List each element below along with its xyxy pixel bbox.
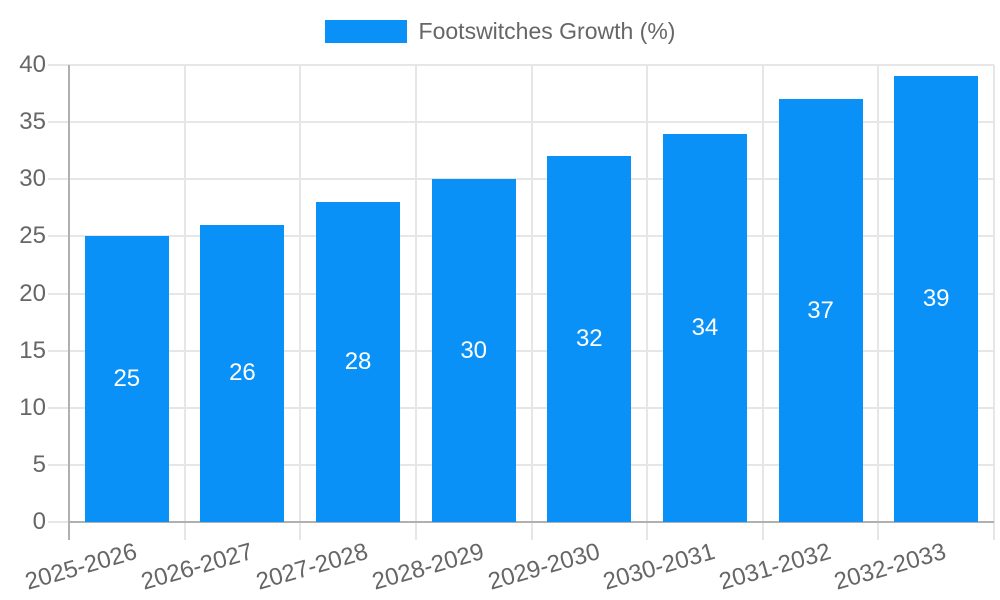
x-tick-label: 2029-2030: [484, 538, 603, 596]
bar[interactable]: [200, 224, 285, 522]
x-tick-label: 2032-2033: [831, 538, 950, 596]
y-gridline: [48, 349, 994, 352]
bar[interactable]: [316, 202, 401, 522]
x-gridline: [761, 65, 764, 540]
y-gridline: [48, 463, 994, 466]
x-tick-label: 2026-2027: [137, 538, 256, 596]
y-tick-label: 35: [19, 108, 46, 136]
bar[interactable]: [431, 179, 516, 522]
bar-value-label: 25: [113, 365, 141, 393]
x-tick-label: 2030-2031: [600, 538, 719, 596]
x-tick-label: 2025-2026: [22, 538, 140, 596]
x-gridline: [877, 65, 880, 540]
y-gridline: [48, 235, 994, 238]
y-gridline: [48, 292, 994, 295]
y-gridline: [48, 64, 994, 66]
x-gridline: [993, 65, 995, 540]
bar[interactable]: [778, 99, 863, 522]
bar[interactable]: [84, 236, 169, 522]
bar[interactable]: [662, 133, 747, 522]
bar-value-label: 34: [691, 313, 719, 341]
bar-value-label: 37: [807, 296, 834, 324]
x-gridline: [646, 65, 649, 540]
y-tick-label: 10: [19, 393, 46, 421]
bar-value-label: 39: [922, 285, 950, 313]
x-tick-label: 2027-2028: [253, 538, 372, 596]
y-tick-label: 5: [32, 450, 46, 478]
y-tick-label: 25: [19, 222, 46, 250]
bar-value-label: 30: [460, 336, 488, 364]
bar-value-label: 28: [344, 348, 372, 376]
y-gridline: [48, 121, 994, 124]
y-tick-label: 0: [32, 508, 46, 535]
x-axis-line: [69, 521, 994, 523]
y-tick-label: 30: [19, 165, 46, 193]
bar-value-label: 26: [229, 359, 256, 387]
x-gridline: [530, 65, 533, 540]
bar[interactable]: [894, 76, 979, 522]
x-gridline: [183, 65, 186, 540]
x-tick-label: 2031-2032: [715, 538, 834, 596]
x-gridline: [299, 65, 302, 540]
y-axis-line: [68, 65, 70, 540]
bar-value-label: 32: [575, 325, 603, 353]
bar[interactable]: [547, 156, 632, 522]
x-gridline: [414, 65, 417, 540]
legend-swatch: [324, 20, 407, 43]
y-gridline: [48, 406, 994, 409]
x-tick-label: 2028-2029: [369, 538, 487, 596]
y-gridline: [48, 178, 994, 181]
y-tick-label: 15: [19, 336, 46, 364]
legend[interactable]: Footswitches Growth (%): [0, 18, 1000, 45]
y-tick-label: 40: [19, 51, 46, 78]
y-tick-label: 20: [19, 279, 46, 307]
legend-label: Footswitches Growth (%): [418, 18, 676, 44]
